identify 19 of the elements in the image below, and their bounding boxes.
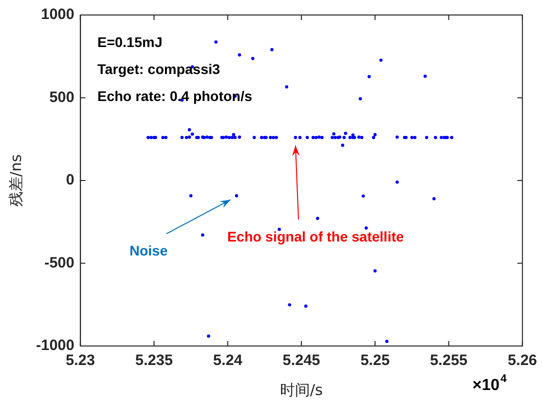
y-tick-label: -500 [44, 254, 74, 272]
annotation: E=0.15mJ [97, 34, 162, 50]
y-tick-label: -1000 [36, 337, 74, 354]
y-axis-title: 残差/ns [6, 154, 25, 207]
annotation: Noise [129, 242, 168, 259]
annotation: Echo rate: 0.4 photon/s [97, 88, 252, 104]
annotation: Echo signal of the satellite [227, 228, 404, 244]
x-tick-label: 5.25 [360, 352, 390, 370]
annotation: Target: compassi3 [97, 60, 220, 77]
x-tick-label: 5.26 [508, 352, 538, 370]
y-tick-label: 0 [66, 172, 74, 189]
x-tick-label: 5.23 [66, 352, 95, 370]
y-tick-label: 1000 [40, 6, 74, 24]
x-tick-label: 5.255 [430, 352, 468, 370]
x-tick-label: 5.245 [282, 352, 320, 370]
x-tick-label: 5.235 [135, 352, 173, 370]
y-tick-label: 500 [49, 88, 74, 106]
x-tick-label: 5.24 [213, 352, 243, 370]
x-axis-title: 时间/s [280, 380, 323, 399]
